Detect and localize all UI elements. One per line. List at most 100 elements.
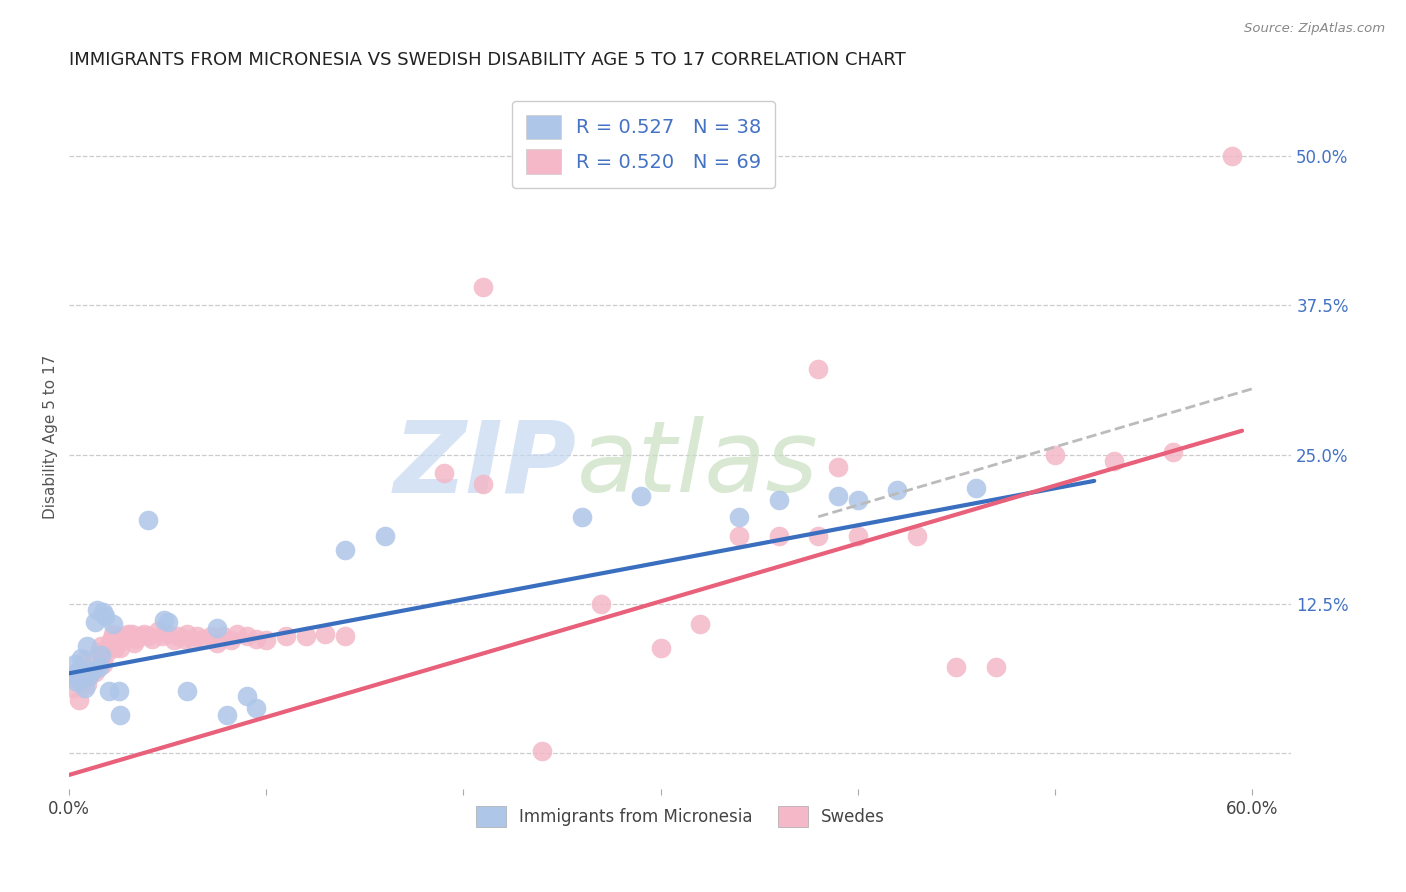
Point [212,629,235,643]
Point [205,636,228,650]
Point [86,650,108,665]
Text: IMMIGRANTS FROM MICRONESIA VS SWEDISH DISABILITY AGE 5 TO 17 CORRELATION CHART: IMMIGRANTS FROM MICRONESIA VS SWEDISH DI… [69,51,905,69]
Point [728,529,751,543]
Point [768,493,790,508]
Point [1043,448,1066,462]
Point [294,629,316,643]
Text: atlas: atlas [576,417,818,514]
Point [66,665,89,679]
Point [67,692,90,706]
Point [77,668,100,682]
Point [110,641,132,656]
Point [1220,149,1243,163]
Point [73,653,96,667]
Point [90,648,112,663]
Point [193,632,215,646]
Point [93,609,115,624]
Point [472,477,495,491]
Point [117,627,139,641]
Point [728,509,751,524]
Point [205,621,228,635]
Point [225,627,247,641]
Point [77,668,100,682]
Point [97,684,120,698]
Point [129,629,152,643]
Point [101,617,124,632]
Point [87,660,110,674]
Point [176,684,198,698]
Text: ZIP: ZIP [394,417,576,514]
Point [254,632,277,647]
Point [76,677,98,691]
Point [97,639,120,653]
Point [1161,445,1184,459]
Point [173,632,195,646]
Point [186,629,208,643]
Point [105,636,128,650]
Point [67,663,90,677]
Y-axis label: Disability Age 5 to 17: Disability Age 5 to 17 [44,354,58,519]
Point [91,605,114,619]
Point [215,708,238,723]
Point [110,708,132,723]
Point [245,701,267,715]
Legend: Immigrants from Micronesia, Swedes: Immigrants from Micronesia, Swedes [470,799,891,834]
Point [63,657,86,671]
Point [335,629,357,643]
Point [73,681,96,695]
Point [200,629,222,643]
Point [183,632,205,647]
Point [107,632,129,646]
Point [103,641,125,656]
Point [156,627,179,641]
Point [70,650,93,665]
Point [80,663,103,677]
Point [136,513,159,527]
Point [846,493,869,508]
Point [100,632,122,647]
Point [245,632,267,646]
Point [83,665,105,679]
Point [827,459,849,474]
Point [945,660,967,674]
Point [72,671,94,685]
Point [82,663,104,677]
Point [374,529,396,543]
Point [83,615,105,629]
Point [146,624,169,639]
Point [176,627,198,641]
Point [630,490,652,504]
Point [163,632,186,647]
Point [90,639,112,653]
Point [93,648,115,663]
Point [62,668,84,682]
Point [472,280,495,294]
Point [62,681,84,695]
Point [219,632,242,647]
Point [87,645,110,659]
Point [156,615,179,629]
Point [63,673,86,687]
Point [72,660,94,674]
Point [112,629,135,643]
Point [531,744,554,758]
Point [76,639,98,653]
Point [274,629,297,643]
Point [905,529,928,543]
Point [134,627,156,641]
Point [886,483,908,498]
Text: Source: ZipAtlas.com: Source: ZipAtlas.com [1244,22,1385,36]
Point [827,490,849,504]
Point [433,466,456,480]
Point [91,657,114,671]
Point [107,684,129,698]
Point [689,617,711,632]
Point [235,689,257,703]
Point [121,627,143,641]
Point [314,627,336,641]
Point [66,674,89,689]
Point [125,632,148,646]
Point [335,543,357,558]
Point [807,529,830,543]
Point [984,660,1007,674]
